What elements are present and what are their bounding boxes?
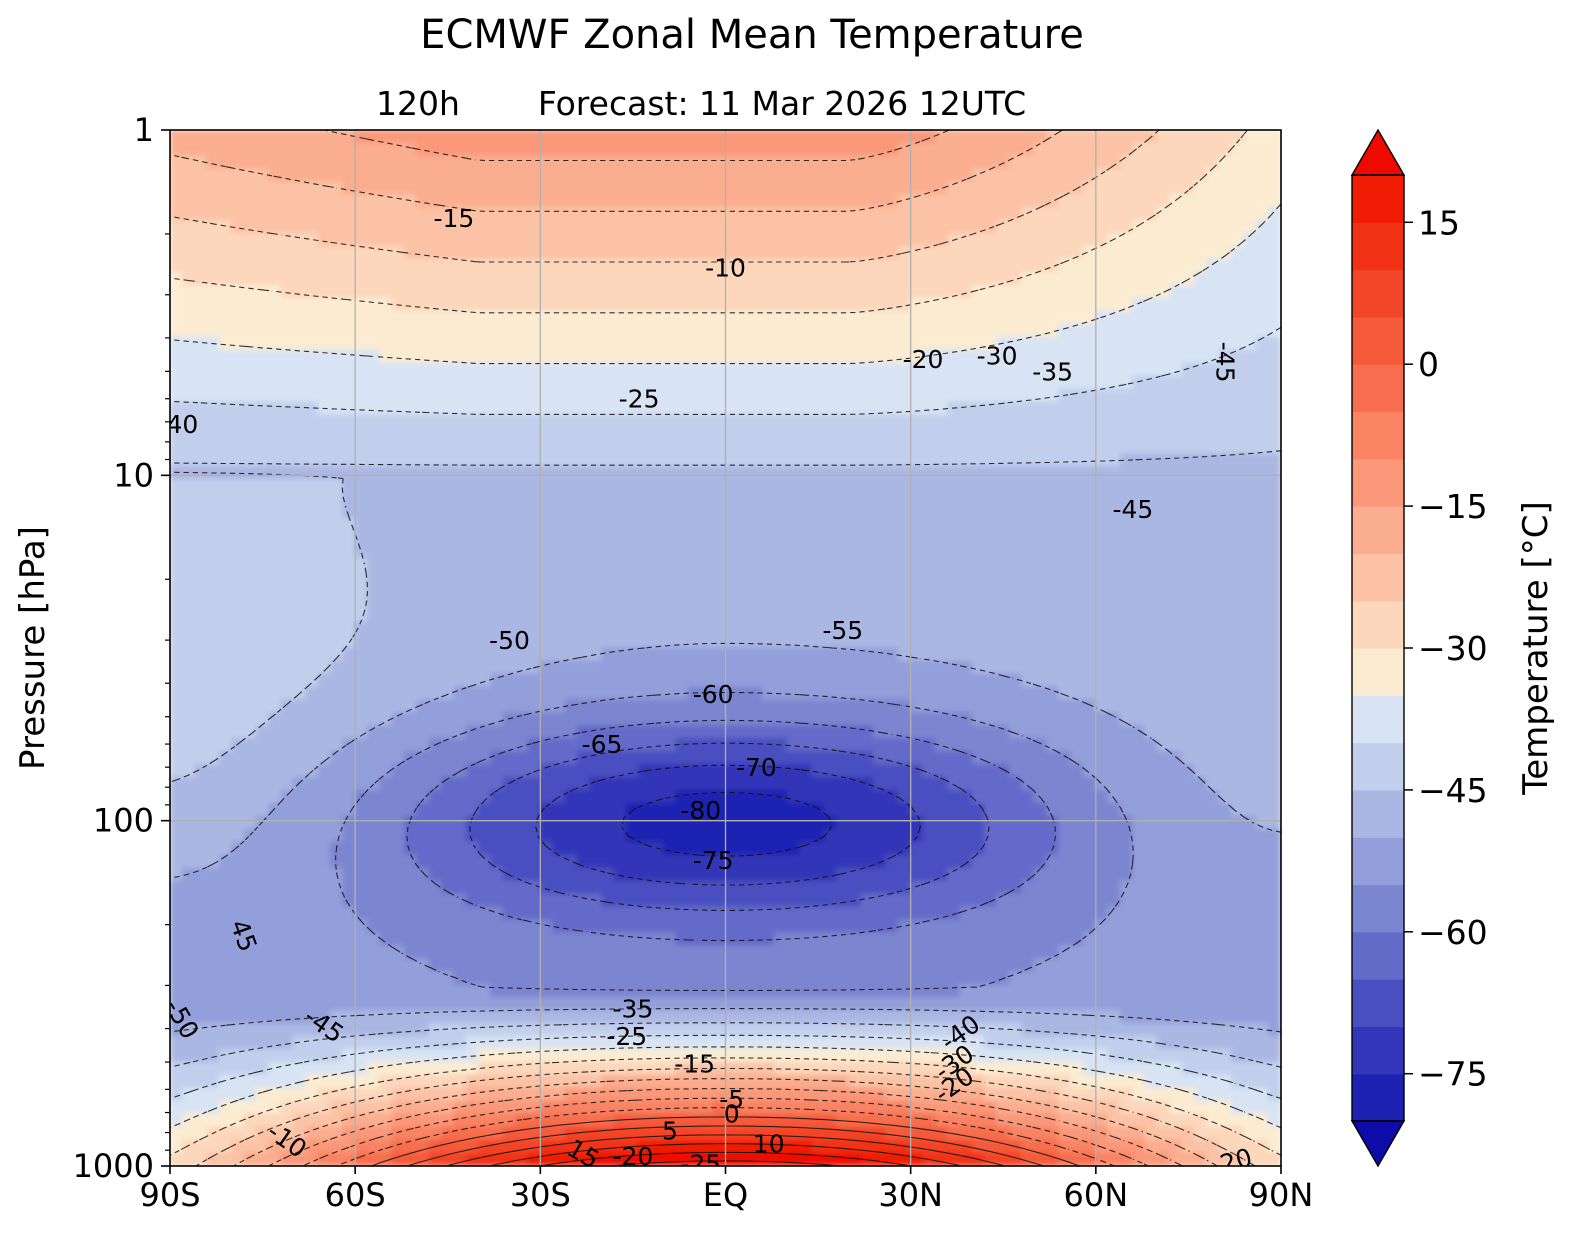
contour-label: 0 [724,1100,740,1129]
colorbar-bin [1352,742,1404,791]
contour-label: -35 [1032,357,1073,386]
contour-label: -70 [736,753,777,782]
colorbar-tick-label: −60 [1418,913,1488,952]
x-tick-label: 60N [1064,1176,1129,1214]
contour-label: -60 [693,680,734,709]
x-tick-label: 60S [325,1176,386,1214]
contour-label: -10 [705,253,746,282]
contour-label: -20 [903,345,944,374]
contour-label: -30 [977,342,1018,371]
colorbar-bin [1352,1073,1404,1122]
y-axis: 1 10 100 1000 [73,111,170,1185]
chart-title: ECMWF Zonal Mean Temperature [420,12,1084,58]
y-tick-label: 100 [93,802,154,840]
contour-line [445,1134,1006,1166]
colorbar-bin [1352,269,1404,318]
contour-lines [170,130,1281,1166]
colorbar-tick-label: −30 [1418,629,1488,668]
y-tick-label: 10 [113,456,154,494]
chart-subtitle-right: Forecast: 11 Mar 2026 12UTC [538,84,1026,123]
colorbar-tick-label: −75 [1418,1055,1488,1094]
colorbar-bin [1352,600,1404,649]
contour-label: -25 [619,385,660,414]
contour-line [170,130,1256,1166]
colorbar-tick-label: −15 [1418,487,1488,526]
contour-label: -15 [434,204,475,233]
contour-line [170,642,1281,1033]
contour-label: 40 [166,410,198,439]
contour-label: -25 [680,1150,721,1179]
contour-line [336,1107,1115,1166]
colorbar-bin [1352,648,1404,696]
contour-line [407,1125,1044,1166]
contour-line [621,791,833,857]
y-tick-label: 1 [134,111,154,149]
contour-line [170,450,1281,1068]
x-tick-label: 30N [878,1176,943,1214]
contour-label: -75 [693,846,734,875]
colorbar: −75 −60 −45 −30 −15 0 15 [1350,128,1488,1168]
x-axis: 90S 60S 30S EQ 30N 60N 90N [139,1166,1313,1214]
x-tick-label: 30S [510,1176,571,1214]
colorbar-bin [1352,837,1404,886]
contour-label: -5 [719,1085,744,1114]
contour-line [170,130,1281,1156]
contour-label: -55 [822,616,863,645]
contour-label: -25 [606,1022,647,1051]
colorbar-bin [1352,411,1404,460]
contour-line [371,1116,1080,1166]
colorbar-bin [1352,316,1404,365]
contour-label: -80 [680,796,721,825]
colorbar-extend-low [1350,1120,1406,1168]
temperature-field [170,130,1281,1166]
contour-label: 10 [753,1129,785,1158]
contour-label: -50 [489,626,530,655]
colorbar-tick-label: −45 [1418,771,1488,810]
x-tick-label: 90N [1249,1176,1314,1214]
y-tick-label: 1000 [73,1147,154,1185]
contour-label: -15 [674,1050,715,1079]
colorbar-bin [1352,979,1404,1027]
colorbar-bin [1352,553,1404,602]
colorbar-bin [1352,175,1404,223]
chart-subtitle-left: 120h [376,84,460,123]
contour-label: -45 [1112,495,1153,524]
contour-line [170,130,1218,1166]
temperature-cells [170,130,1281,1166]
contour-label: -45 [1210,342,1239,383]
contour-label: -65 [582,730,623,759]
colorbar-bin [1352,931,1404,980]
colorbar-bin [1352,695,1404,744]
colorbar-extend-high [1350,128,1406,176]
colorbar-bin [1352,789,1404,838]
colorbar-bin [1352,884,1404,933]
y-axis-label: Pressure [hPa] [13,526,53,770]
contour-line [302,1097,1149,1166]
contour-line [535,764,921,886]
colorbar-label: Temperature [°C] [1516,501,1556,795]
colorbar-bin [1352,222,1404,271]
colorbar-tick-label: 15 [1418,203,1460,242]
contour-line [406,719,1056,942]
contour-label: -35 [612,995,653,1024]
x-tick-label: EQ [703,1176,748,1214]
contour-label: 5 [662,1117,678,1146]
colorbar-bin [1352,506,1404,554]
colorbar-bin [1352,1026,1404,1075]
grid-lines [170,130,1281,1166]
colorbar-bin [1352,364,1404,413]
colorbar-bin [1352,458,1404,507]
contour-label: -20 [612,1142,653,1171]
colorbar-tick-label: 0 [1418,345,1439,384]
x-tick-label: 90S [139,1176,200,1214]
contour-line [335,691,1134,992]
contour-line [469,742,990,911]
